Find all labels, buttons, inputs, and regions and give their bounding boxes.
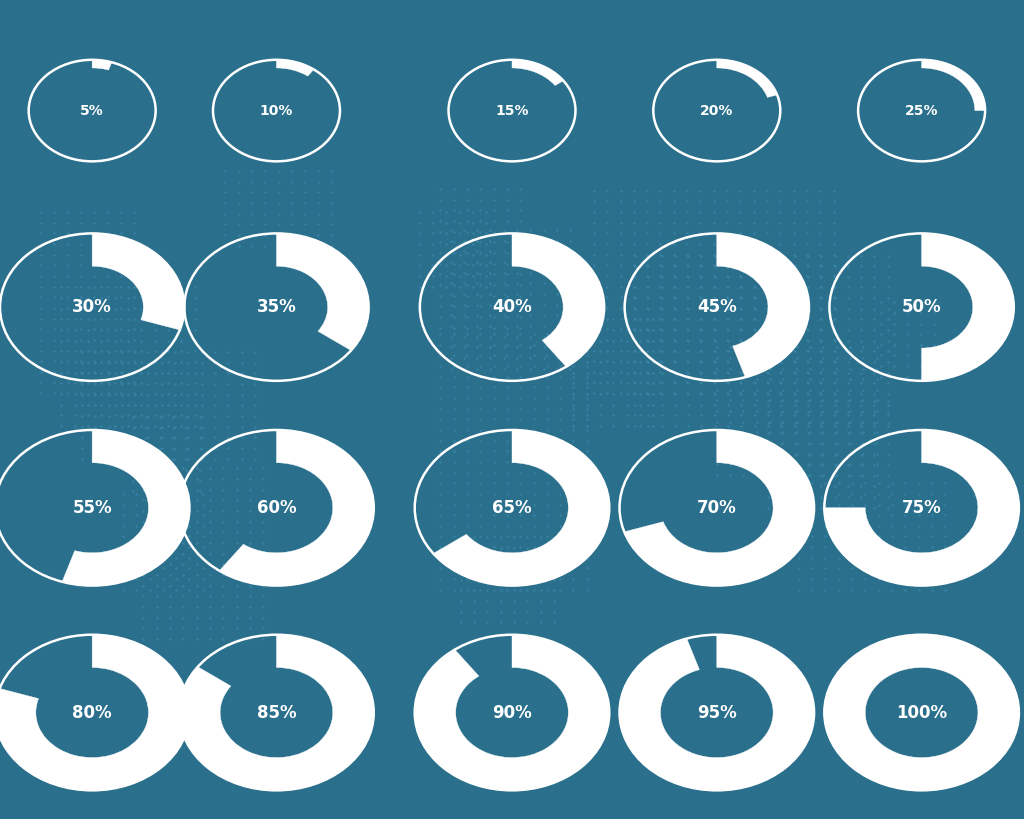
Text: 40%: 40%	[493, 298, 531, 316]
Text: 5%: 5%	[80, 103, 104, 118]
Wedge shape	[179, 635, 374, 790]
Wedge shape	[824, 635, 1019, 790]
Wedge shape	[0, 635, 189, 790]
Text: 70%: 70%	[697, 499, 736, 517]
Text: 55%: 55%	[73, 499, 112, 517]
Wedge shape	[276, 233, 369, 351]
Text: 75%: 75%	[902, 499, 941, 517]
Wedge shape	[92, 60, 112, 70]
Text: 30%: 30%	[73, 298, 112, 316]
Wedge shape	[92, 233, 184, 330]
Wedge shape	[717, 60, 777, 97]
Wedge shape	[415, 635, 609, 790]
Text: 25%: 25%	[905, 103, 938, 118]
Text: 35%: 35%	[257, 298, 296, 316]
Text: 80%: 80%	[73, 704, 112, 722]
Text: 65%: 65%	[493, 499, 531, 517]
Wedge shape	[824, 430, 1019, 586]
Wedge shape	[276, 60, 313, 76]
Wedge shape	[922, 60, 985, 111]
Wedge shape	[62, 430, 189, 586]
Text: 45%: 45%	[697, 298, 736, 316]
Text: 85%: 85%	[257, 704, 296, 722]
Text: 90%: 90%	[493, 704, 531, 722]
Wedge shape	[717, 233, 809, 378]
Wedge shape	[620, 635, 814, 790]
Text: 95%: 95%	[697, 704, 736, 722]
Text: 100%: 100%	[896, 704, 947, 722]
Text: 10%: 10%	[260, 103, 293, 118]
Text: 60%: 60%	[257, 499, 296, 517]
Text: 20%: 20%	[700, 103, 733, 118]
Wedge shape	[512, 233, 604, 367]
Text: 15%: 15%	[496, 103, 528, 118]
Wedge shape	[625, 430, 814, 586]
Wedge shape	[433, 430, 609, 586]
Text: 50%: 50%	[902, 298, 941, 316]
Wedge shape	[512, 60, 563, 85]
Wedge shape	[922, 233, 1014, 381]
Wedge shape	[219, 430, 374, 586]
